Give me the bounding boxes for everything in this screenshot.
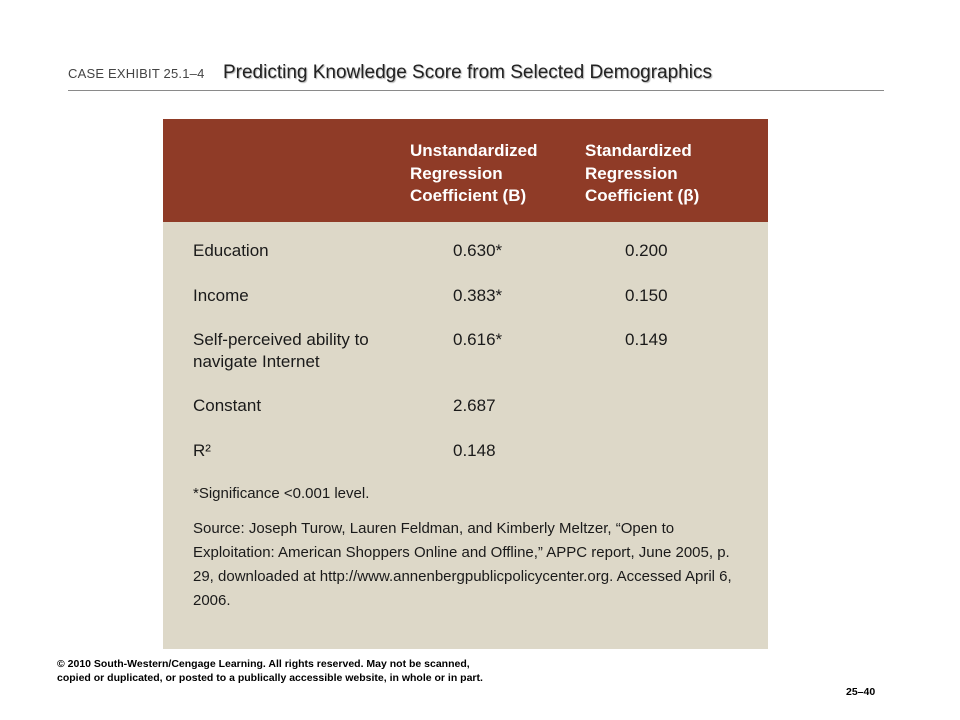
column-header-standardized: Standardized Regression Coefficient (β) xyxy=(585,141,700,205)
exhibit-header: CASE EXHIBIT 25.1–4 Predicting Knowledge… xyxy=(68,62,884,91)
page-number: 25–40 xyxy=(846,686,876,698)
row-label-r-squared: R² xyxy=(193,441,211,460)
copyright-notice: © 2010 South-Western/Cengage Learning. A… xyxy=(57,658,483,684)
row-label-education: Education xyxy=(193,241,269,260)
cell-income-b: 0.383* xyxy=(453,286,503,305)
source-citation: Source: Joseph Turow, Lauren Feldman, an… xyxy=(193,520,732,609)
exhibit-label: CASE EXHIBIT 25.1–4 xyxy=(68,66,205,81)
cell-r-squared-b: 0.148 xyxy=(453,441,496,460)
column-header-unstandardized: Unstandardized Regression Coefficient (B… xyxy=(410,141,538,205)
regression-table: Unstandardized Regression Coefficient (B… xyxy=(163,119,768,649)
row-label-internet-ability: Self-perceived ability to navigate Inter… xyxy=(193,330,369,371)
cell-education-beta: 0.200 xyxy=(625,241,668,260)
table-header: Unstandardized Regression Coefficient (B… xyxy=(163,119,768,222)
significance-note: *Significance <0.001 level. xyxy=(193,485,370,502)
row-label-constant: Constant xyxy=(193,396,262,415)
cell-income-beta: 0.150 xyxy=(625,286,668,305)
cell-education-b: 0.630* xyxy=(453,241,503,260)
exhibit-title: Predicting Knowledge Score from Selected… xyxy=(222,62,712,83)
cell-internet-ability-beta: 0.149 xyxy=(625,330,668,349)
cell-internet-ability-b: 0.616* xyxy=(453,330,503,349)
cell-constant-b: 2.687 xyxy=(453,396,496,415)
row-label-income: Income xyxy=(193,286,249,305)
